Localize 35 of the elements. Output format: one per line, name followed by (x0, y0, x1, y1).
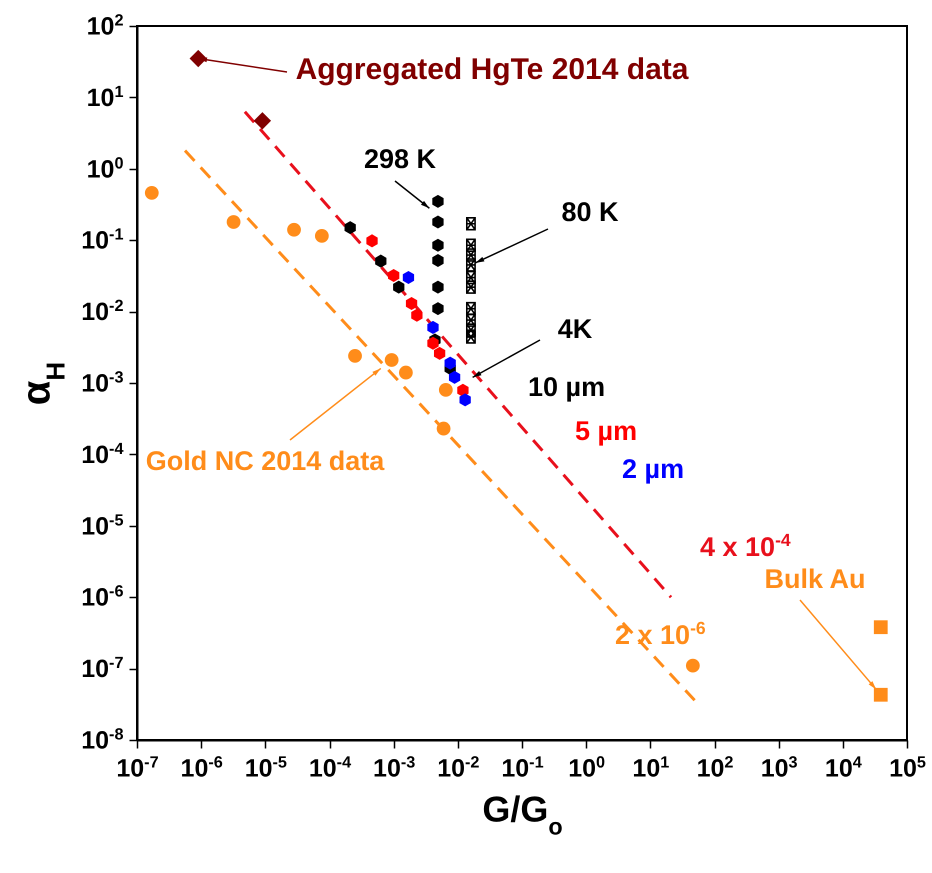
y-tick-label: 10$^{-3}$ (81, 368, 124, 398)
x-tick-label: 10$^{-6}$ (180, 754, 223, 782)
y-tick-label: 10$^{0}$ (86, 154, 124, 184)
y-tick-label: 10$^{-2}$ (81, 297, 124, 326)
y-tick-label: 10$^{2}$ (86, 12, 124, 40)
text: 5 µm (575, 416, 638, 446)
annotation: 4K (558, 314, 593, 344)
x-tick-label: 10$^{-4}$ (308, 754, 352, 782)
x-tick-label: 10$^{3}$ (760, 754, 798, 782)
y-tick-label: 10$^{-1}$ (81, 226, 124, 255)
text: 2 µm (622, 454, 684, 484)
x-tick-label: 10$^{-7}$ (116, 754, 159, 782)
x-tick-label: 10$^{-5}$ (244, 754, 287, 782)
x-tick-label: 10$^{-3}$ (373, 754, 416, 782)
x-tick-label: 10$^{-2}$ (437, 754, 480, 782)
annotation: 298 K (364, 144, 437, 174)
y-tick-label: 10$^{-5}$ (81, 511, 124, 540)
annotation: Aggregated HgTe 2014 data (296, 53, 689, 86)
y-tick-label: 10$^{-7}$ (81, 654, 124, 684)
series-label: 4 x 10$^{-4}$ (700, 530, 791, 562)
y-tick-label: 10$^{1}$ (86, 82, 124, 112)
y-tick-label: 10$^{-8}$ (81, 726, 124, 754)
y-tick-label: 10$^{-4}$ (81, 440, 124, 469)
x-tick-label: 10$^{-1}$ (501, 754, 544, 782)
x-tick-label: 10$^{4}$ (824, 754, 862, 782)
annotation: Gold NC 2014 data (146, 446, 386, 476)
y-tick-label: 10$^{-6}$ (81, 582, 124, 612)
annotation: 80 K (561, 197, 620, 227)
x-tick-label: 10$^{5}$ (889, 754, 926, 782)
annotation: Bulk Au (764, 564, 866, 594)
x-tick-label: 10$^{0}$ (568, 754, 606, 782)
legend-label: 10 µm (528, 372, 606, 402)
x-tick-label: 10$^{1}$ (632, 754, 670, 782)
x-tick-label: 10$^{2}$ (696, 754, 734, 782)
x-axis-title: G/G$_{o}$ (482, 788, 563, 840)
